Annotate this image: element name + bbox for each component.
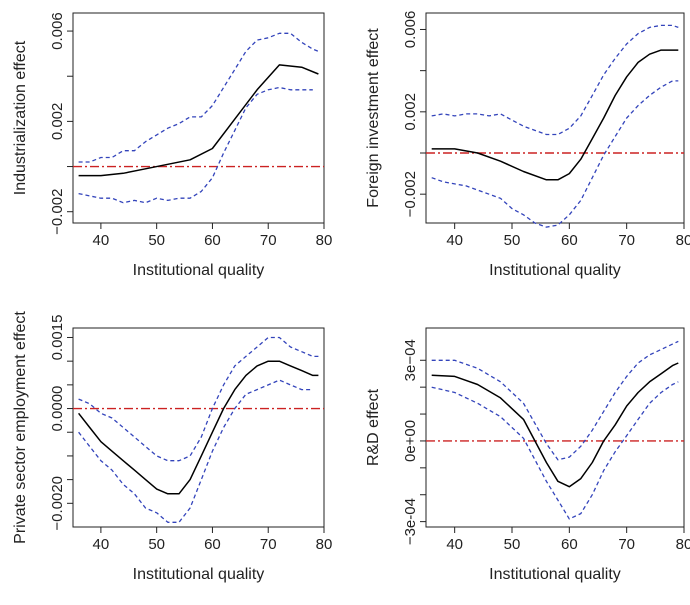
y-tick-label: 0.002 — [49, 103, 66, 141]
y-tick-label: 0.0015 — [49, 315, 66, 361]
x-tick-label: 70 — [260, 536, 277, 553]
x-tick-label: 50 — [148, 536, 165, 553]
y-tick-label: 0.0000 — [49, 386, 66, 432]
x-axis-title: Institutional quality — [133, 262, 265, 279]
y-tick-label: 0.002 — [402, 93, 419, 131]
y-axis-title: Foreign investment effect — [365, 28, 382, 208]
upper-band-line — [78, 336, 319, 462]
y-tick-label: 0.006 — [402, 11, 419, 49]
x-tick-label: 40 — [446, 232, 463, 249]
lower-band-line — [431, 381, 679, 520]
x-tick-label: 60 — [204, 232, 221, 249]
chart-panel-3: 40 50 60 70 80 −0.0020 0.0000 0.0015 Institution… — [12, 311, 332, 583]
x-tick-label: 40 — [93, 536, 110, 553]
estimate-line — [78, 64, 319, 177]
estimate-line — [431, 362, 679, 488]
x-axis-title: Institutional quality — [489, 566, 621, 583]
estimate-line — [78, 360, 319, 495]
x-tick-label: 40 — [446, 536, 463, 553]
y-axis-title: R&D effect — [365, 388, 382, 466]
x-axis-title: Institutional quality — [489, 262, 621, 279]
y-tick-label: 0e+00 — [402, 420, 419, 462]
x-tick-label: 80 — [316, 232, 333, 249]
estimate-line — [431, 49, 679, 181]
y-tick-label: 0.006 — [49, 12, 66, 50]
chart-panel-1: 40 50 60 70 80 −0.002 0.002 0.006 Institutional … — [12, 12, 332, 279]
y-tick-label: −0.002 — [49, 189, 66, 235]
lower-band-line — [78, 379, 313, 523]
plot-frame — [425, 327, 685, 528]
upper-band-line — [431, 340, 679, 461]
x-tick-label: 50 — [148, 232, 165, 249]
x-tick-label: 40 — [93, 232, 110, 249]
x-axis-title: Institutional quality — [133, 566, 265, 583]
chart-panel-2: 40 50 60 70 80 −0.002 0.002 0.006 Institutional … — [365, 11, 690, 279]
x-tick-label: 70 — [260, 232, 277, 249]
plot-frame — [72, 12, 325, 224]
lower-band-line — [431, 80, 679, 228]
chart-panel-4: 40 50 60 70 80 −3e-04 0e+00 3e−04 Institutional … — [365, 327, 690, 583]
x-tick-label: 50 — [504, 536, 521, 553]
x-tick-label: 50 — [504, 232, 521, 249]
x-tick-label: 80 — [316, 536, 333, 553]
y-axis-title: Industrialization effect — [12, 40, 29, 195]
y-tick-label: −3e-04 — [402, 498, 419, 545]
y-axis-title: Private sector employment effect — [12, 311, 29, 544]
x-tick-label: 80 — [676, 232, 690, 249]
plot-frame — [425, 12, 685, 224]
lower-band-line — [78, 86, 313, 204]
upper-band-line — [78, 32, 319, 163]
x-tick-label: 80 — [676, 536, 690, 553]
upper-band-line — [431, 24, 679, 136]
plot-frame — [72, 327, 325, 528]
x-tick-label: 60 — [561, 536, 578, 553]
x-tick-label: 60 — [561, 232, 578, 249]
y-tick-label: −0.0020 — [49, 476, 66, 531]
y-tick-label: 3e−04 — [402, 339, 419, 381]
x-tick-label: 60 — [204, 536, 221, 553]
y-tick-label: −0.002 — [402, 171, 419, 217]
x-tick-label: 70 — [618, 536, 635, 553]
x-tick-label: 70 — [618, 232, 635, 249]
